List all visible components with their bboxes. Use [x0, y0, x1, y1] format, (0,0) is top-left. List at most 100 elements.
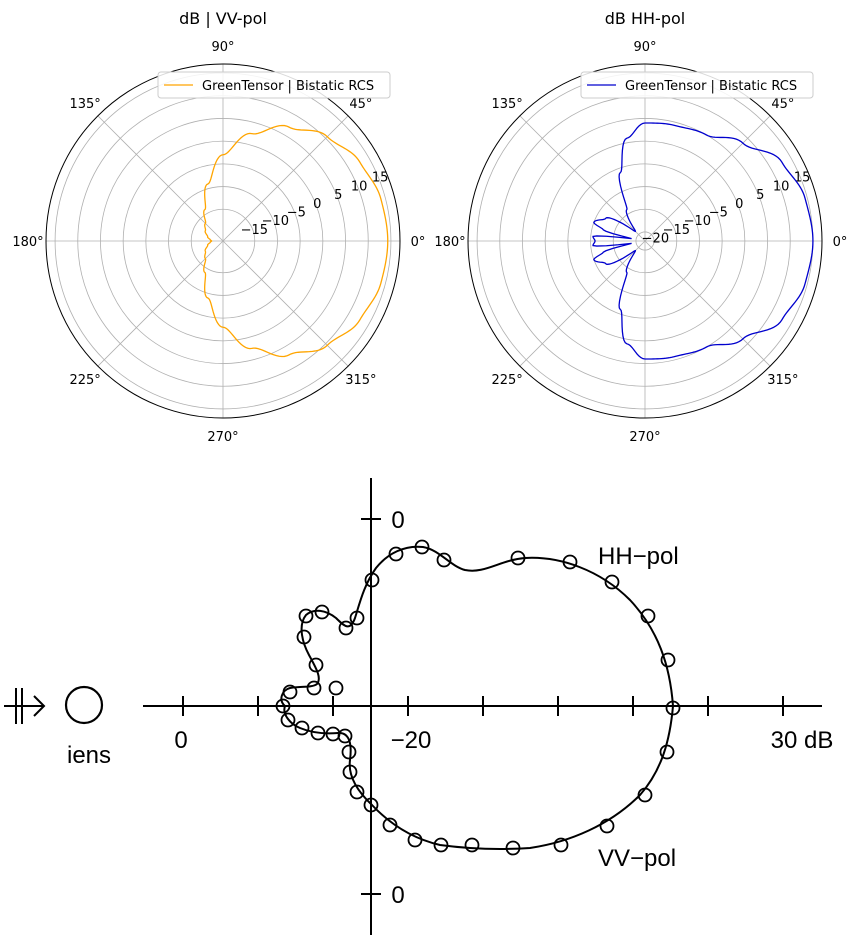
measured-point-marker: [314, 604, 330, 620]
hh-angle-labels: 0° 45° 90° 135° 180° 225° 270° 315°: [434, 40, 847, 445]
measured-point-marker: [659, 744, 675, 760]
angle-tick-label: 45°: [349, 97, 372, 112]
measured-point-marker: [433, 837, 449, 853]
measured-point-marker: [660, 652, 676, 668]
hh-legend-label: GreenTensor | Bistatic RCS: [625, 79, 797, 94]
radial-tick-label: 0: [313, 197, 321, 212]
vv-chart-title: dB | VV-pol: [179, 9, 267, 28]
reference-measured-markers: [275, 539, 681, 856]
angle-tick-label: 270°: [207, 430, 238, 445]
measured-point-marker: [505, 840, 521, 856]
measured-point-marker: [510, 550, 526, 566]
measured-point-marker: [637, 787, 653, 803]
measured-point-marker: [349, 610, 365, 626]
vv-legend: GreenTensor | Bistatic RCS: [157, 71, 391, 99]
measured-point-marker: [310, 725, 326, 741]
reference-tick-label-30db: 30 dB: [771, 727, 834, 754]
measured-point-marker: [414, 539, 430, 555]
angle-tick-label: 315°: [767, 373, 798, 388]
radial-tick-label: 15: [794, 171, 811, 186]
angle-tick-label: 90°: [211, 40, 234, 55]
angle-tick-label: 0°: [833, 235, 848, 250]
hh-legend: GreenTensor | Bistatic RCS: [580, 71, 814, 99]
measured-point-marker: [294, 720, 310, 736]
measured-point-marker: [275, 698, 291, 714]
measured-point-marker: [298, 608, 314, 624]
measured-point-marker: [464, 837, 480, 853]
radial-tick-label: −20: [642, 232, 669, 247]
radial-tick-label: −10: [262, 214, 289, 229]
angle-tick-label: 315°: [345, 373, 376, 388]
radial-tick-label: −10: [684, 214, 711, 229]
hh-series-line: [592, 122, 814, 360]
measured-point-marker: [436, 552, 452, 568]
radial-tick-label: 5: [756, 188, 764, 203]
reference-axis-label-bottom: 0: [391, 882, 404, 909]
angular-gridline: [519, 115, 646, 242]
angular-gridline: [222, 240, 349, 367]
hh-polar-chart: dB HH-pol 0° 45° 90° 135° 180° 225° 270° 315° −…: [434, 9, 847, 445]
reference-figure: [4, 478, 822, 935]
measured-point-marker: [282, 684, 298, 700]
reference-tick-label-minus20: −20: [391, 727, 432, 754]
measured-point-marker: [325, 726, 341, 742]
measured-point-marker: [640, 608, 656, 624]
measured-point-marker: [341, 744, 357, 760]
vv-polar-chart: dB | VV-pol 0° 45° 90° 135° 180° 225° 270° 315°…: [12, 9, 425, 445]
angular-gridline: [97, 115, 224, 242]
hh-chart-title: dB HH-pol: [605, 9, 685, 28]
angular-gridline: [644, 115, 771, 242]
measured-point-marker: [306, 680, 322, 696]
hh-legend-box: [580, 71, 814, 99]
radial-tick-label: −5: [709, 205, 728, 220]
measured-point-marker: [382, 817, 398, 833]
reference-axis-label-top: 0: [391, 507, 404, 534]
lens-label: iens: [67, 742, 111, 769]
radial-tick-label: 10: [773, 179, 790, 194]
radial-tick-label: 10: [351, 179, 368, 194]
reference-tick-label-0: 0: [174, 727, 187, 754]
vv-legend-label: GreenTensor | Bistatic RCS: [202, 79, 374, 94]
measured-point-marker: [338, 620, 354, 636]
lens-sphere-icon: [64, 685, 104, 725]
hh-polar-frame: [467, 63, 823, 419]
reference-hh-label: HH−pol: [598, 543, 679, 570]
vv-angle-labels: 0° 45° 90° 135° 180° 225° 270° 315°: [12, 40, 425, 445]
measured-point-marker: [562, 554, 578, 570]
angle-tick-label: 270°: [629, 430, 660, 445]
radial-tick-label: −5: [287, 205, 306, 220]
measured-point-marker: [296, 629, 312, 645]
vv-radial-tick-labels: −15−10−5 05 10 15: [241, 171, 389, 238]
measured-point-marker: [308, 657, 324, 673]
measured-point-marker: [388, 546, 404, 562]
angle-tick-label: 135°: [69, 97, 100, 112]
angle-tick-label: 180°: [434, 235, 465, 250]
vv-legend-box: [157, 71, 391, 99]
vv-series-line: [203, 124, 389, 358]
measured-point-marker: [364, 572, 380, 588]
measured-point-marker: [349, 784, 365, 800]
angular-gridline: [644, 240, 771, 367]
measured-point-marker: [599, 818, 615, 834]
hh-radial-tick-labels: −20−15−10−5 05 10 15: [642, 171, 811, 247]
vv-polar-grid: [46, 64, 400, 418]
reference-vv-curve: [283, 705, 674, 850]
measured-point-marker: [328, 680, 344, 696]
radial-tick-label: 0: [735, 197, 743, 212]
measured-point-marker: [553, 837, 569, 853]
angle-tick-label: 225°: [69, 373, 100, 388]
angle-tick-label: 0°: [411, 235, 426, 250]
measured-point-marker: [604, 574, 620, 590]
radial-tick-label: 15: [372, 171, 389, 186]
measured-point-marker: [407, 832, 423, 848]
angle-tick-label: 180°: [12, 235, 43, 250]
reference-vv-label: VV−pol: [598, 845, 676, 872]
vv-polar-frame: [45, 63, 401, 419]
reference-labels: 0 −20 30 dB 0 0 HH−pol VV−pol iens: [67, 507, 833, 909]
radial-tick-label: −15: [663, 223, 690, 238]
radial-tick-label: −15: [241, 223, 268, 238]
angular-gridline: [519, 240, 646, 367]
angle-tick-label: 135°: [491, 97, 522, 112]
angle-tick-label: 45°: [771, 97, 794, 112]
